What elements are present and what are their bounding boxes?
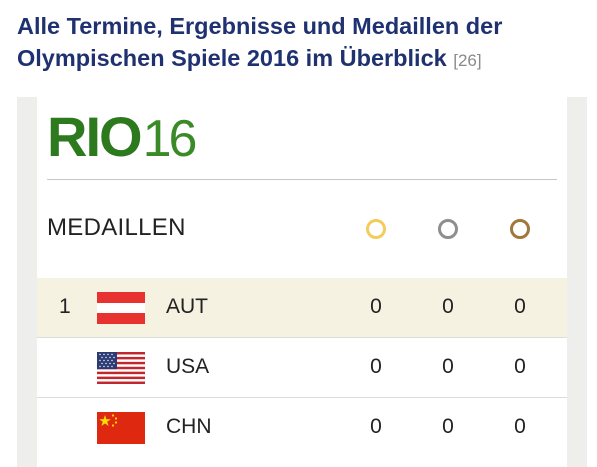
country-code: USA (166, 355, 209, 379)
divider (47, 179, 557, 180)
gold-count: 0 (361, 295, 391, 319)
china-flag-icon (97, 412, 145, 444)
bronze-count: 0 (505, 355, 535, 379)
logo-text: RIO (47, 109, 141, 165)
silver-medal-icon (438, 219, 458, 239)
gold-medal-icon (366, 219, 386, 239)
silver-count: 0 (433, 415, 463, 439)
logo-year: 16 (143, 113, 195, 165)
country-code: AUT (166, 295, 208, 319)
gold-count: 0 (361, 355, 391, 379)
rank-value: 1 (59, 295, 71, 319)
austria-flag-icon (97, 292, 145, 324)
table-row-chn[interactable]: CHN 0 0 0 (37, 398, 567, 457)
medal-widget: RIO 16 MEDAILLEN 1 AUT 0 0 0 (17, 97, 587, 467)
bronze-count: 0 (505, 295, 535, 319)
country-code: CHN (166, 415, 212, 439)
bronze-medal-icon (510, 219, 530, 239)
rio2016-logo: RIO 16 (47, 109, 194, 165)
usa-flag-icon (97, 352, 145, 384)
medal-table-title: MEDAILLEN (47, 214, 186, 242)
silver-count: 0 (433, 295, 463, 319)
silver-count: 0 (433, 355, 463, 379)
gold-count: 0 (361, 415, 391, 439)
article-headline[interactable]: Alle Termine, Ergebnisse und Medaillen d… (17, 10, 587, 77)
headline-title[interactable]: Alle Termine, Ergebnisse und Medaillen d… (17, 13, 502, 71)
bronze-count: 0 (505, 415, 535, 439)
medal-card: RIO 16 MEDAILLEN 1 AUT 0 0 0 (37, 97, 567, 467)
table-row-aut[interactable]: 1 AUT 0 0 0 (37, 278, 567, 337)
table-row-usa[interactable]: USA 0 0 0 (37, 338, 567, 397)
headline-reference[interactable]: [26] (453, 51, 481, 70)
